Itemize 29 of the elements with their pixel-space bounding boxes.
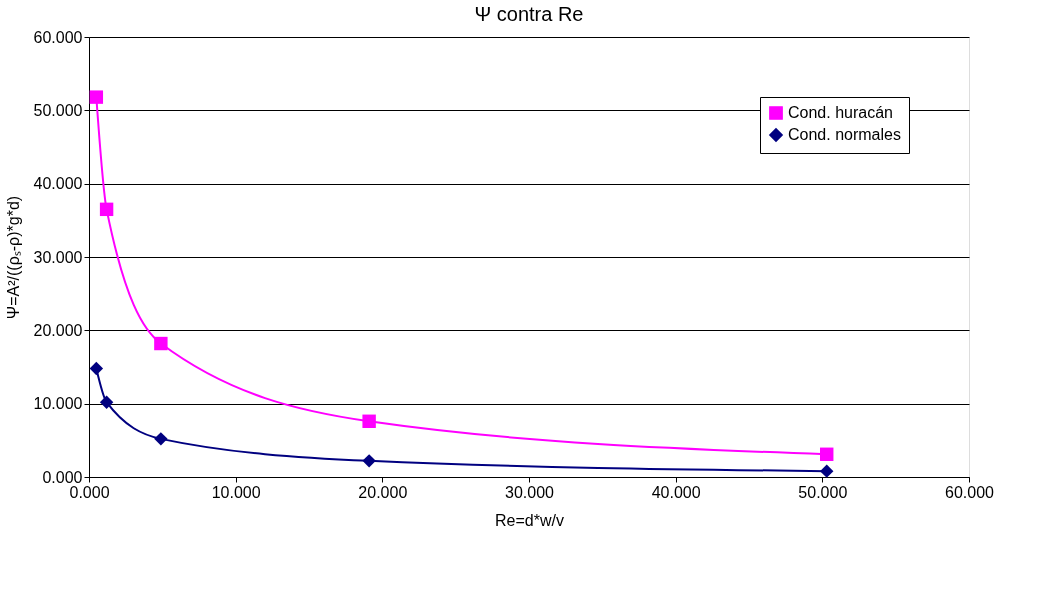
y-tick-label: 60.000 [33, 28, 83, 46]
point [362, 414, 376, 428]
x-axis-title: Re=d*w/v [495, 511, 564, 529]
x-tick-label: 30.000 [505, 483, 555, 501]
y-tick-label: 0.000 [42, 468, 83, 486]
point [154, 336, 168, 351]
y-tick-label: 20.000 [33, 321, 83, 339]
y-axis-title: Ψ=A²/((ρₛ-ρ)*g*d) [4, 195, 22, 320]
x-tick-label: 40.000 [651, 483, 701, 501]
point [820, 447, 834, 461]
y-tick-label: 50.000 [33, 101, 83, 119]
point [820, 464, 834, 478]
point [99, 395, 114, 409]
legend-label: Cond. normales [788, 126, 901, 143]
chart-title: Ψ contra Re [474, 3, 584, 25]
x-tick-label: 0.000 [69, 483, 110, 501]
x-tick-label: 10.000 [211, 483, 261, 501]
x-tick-label: 20.000 [358, 483, 408, 501]
point [99, 202, 114, 217]
y-tick-label: 40.000 [33, 175, 83, 193]
y-tick-label: 30.000 [33, 248, 83, 266]
point [89, 361, 104, 376]
point [89, 90, 104, 104]
y-tick-label: 10.000 [33, 395, 83, 413]
x-tick-label: 60.000 [945, 483, 995, 501]
legend-label: Cond. huracán [788, 104, 893, 121]
point [154, 432, 168, 446]
x-tick-label: 50.000 [798, 483, 848, 501]
point [362, 454, 376, 468]
